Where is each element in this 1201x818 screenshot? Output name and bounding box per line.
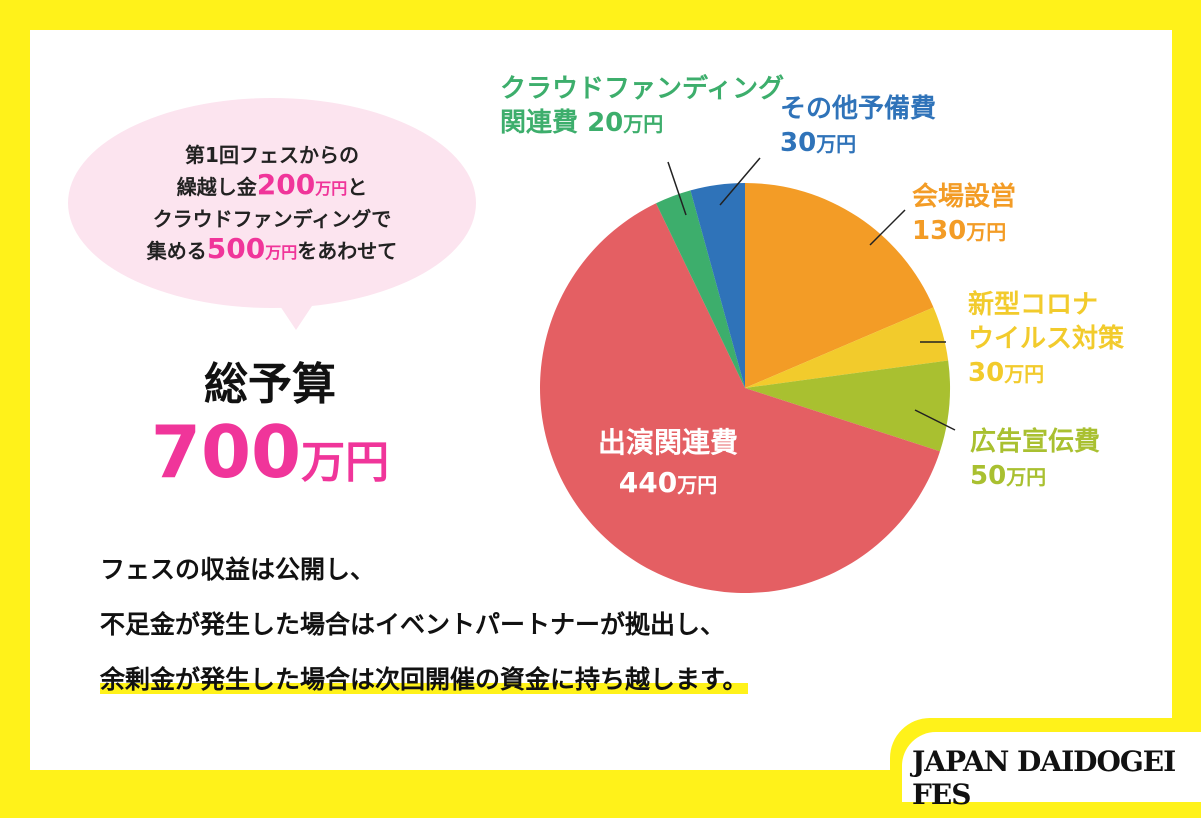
slice-name: 出演関連費 (598, 426, 739, 459)
slice-name: 広告宣伝費 (970, 427, 1101, 457)
note-line-highlighted: 余剰金が発生した場合は次回開催の資金に持ち越します。 (100, 665, 748, 694)
bubble-line: 第1回フェスからの (185, 143, 359, 167)
slice-unit: 万円 (816, 132, 857, 156)
leader-line (719, 157, 761, 206)
slice-value: 30 (780, 128, 817, 158)
slice-name: 新型コロナ (968, 290, 1099, 320)
total-number: 700 (150, 410, 302, 494)
total-budget-label: 総予算 (204, 359, 336, 410)
festival-logo: JAPAN DAIDOGEI FES (912, 745, 1176, 811)
slice-label: 広告宣伝費 50万円 (970, 425, 1100, 494)
unit: 万円 (315, 179, 348, 198)
speech-bubble-tail (276, 300, 316, 330)
pie-slice-5 (690, 183, 745, 388)
slice-name: 関連費 (500, 108, 579, 138)
slice-name: クラウドファンディング (500, 74, 785, 104)
pie-slice-2 (745, 360, 950, 452)
total-unit: 万円 (301, 437, 390, 488)
note-line: 不足金が発生した場合はイベントパートナーが拠出し、 (100, 610, 726, 639)
pie-slice-4 (656, 190, 745, 388)
slice-label: 新型コロナウイルス対策 30万円 (968, 288, 1124, 391)
logo-background (902, 732, 1201, 802)
slice-value: 20 (587, 108, 624, 138)
bubble-text-part: 集める (146, 239, 207, 263)
slice-label: その他予備費 30万円 (780, 92, 936, 161)
slice-name: その他予備費 (780, 94, 937, 124)
speech-bubble (68, 98, 476, 308)
slice-label: 会場設営 130万円 (912, 180, 1016, 249)
total-budget-value: 700万円 (120, 410, 420, 494)
slice-unit: 万円 (1006, 465, 1047, 489)
slice-unit: 万円 (677, 473, 718, 497)
leader-line (667, 161, 687, 216)
slice-name: 会場設営 (912, 182, 1017, 212)
crowdfunding-amount: 500 (206, 232, 266, 265)
slice-value: 440 (618, 466, 678, 499)
slice-unit: 万円 (966, 220, 1007, 244)
unit: 万円 (265, 243, 298, 262)
slice-value: 50 (970, 461, 1007, 491)
bubble-text-part: 繰越し金 (176, 175, 257, 199)
bubble-line: クラウドファンディングで (152, 207, 392, 231)
slice-unit: 万円 (623, 112, 664, 136)
leader-line (914, 409, 956, 431)
bubble-text-part: をあわせて (297, 239, 398, 263)
slice-label: クラウドファンディング 関連費 20万円 (500, 72, 784, 141)
slice-value: 130 (912, 216, 967, 246)
bubble-text-part: と (347, 175, 368, 199)
notes: フェスの収益は公開し、 不足金が発生した場合はイベントパートナーが拠出し、 余剰… (100, 542, 748, 707)
leader-line (869, 209, 906, 246)
pie-chart (540, 157, 956, 593)
pie-slice-0 (745, 183, 934, 388)
bubble-text: 第1回フェスからの 繰越し金200万円と クラウドファンディングで 集める500… (68, 140, 476, 268)
slice-value: 30 (968, 358, 1005, 388)
pie-slice-3 (540, 203, 940, 593)
slice-unit: 万円 (1004, 362, 1045, 386)
pie-slice-1 (745, 307, 949, 388)
slice-label: 出演関連費 440万円 (598, 423, 738, 505)
carryover-amount: 200 (256, 168, 316, 201)
slice-name: ウイルス対策 (968, 324, 1125, 354)
note-line: フェスの収益は公開し、 (100, 555, 376, 584)
